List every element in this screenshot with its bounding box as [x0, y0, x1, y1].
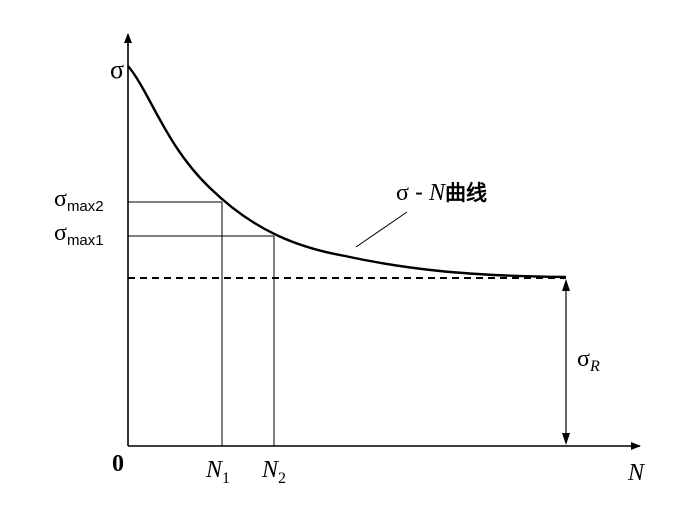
n1-symbol: N — [205, 457, 224, 483]
sn-curve — [127, 65, 567, 279]
y-axis-label: σ — [110, 55, 124, 84]
curve-label-suffix: 曲线 — [445, 181, 487, 205]
level-max2-symbol: σ — [54, 186, 67, 212]
x-axis-label: N — [627, 460, 646, 486]
level-max1-symbol: σ — [54, 220, 67, 246]
level-max1-subscript: max1 — [67, 232, 104, 249]
endurance-limit-subscript: R — [589, 358, 600, 375]
endurance-limit-symbol: σ — [577, 346, 590, 372]
level-max2-label: σmax2 — [54, 186, 104, 215]
origin-label: 0 — [112, 451, 124, 477]
n2-subscript: 2 — [278, 470, 286, 487]
level-max2-subscript: max2 — [67, 198, 104, 215]
curve-label: σ - N曲线 — [396, 179, 487, 206]
n1-label: N1 — [205, 457, 230, 487]
endurance-limit-label: σR — [577, 346, 600, 375]
curve-label-dash: - — [415, 179, 423, 206]
curve-label-leader — [355, 211, 408, 248]
n1-subscript: 1 — [222, 470, 230, 487]
level-max1-label: σmax1 — [54, 220, 104, 249]
curve-label-sigma: σ — [396, 180, 409, 206]
n2-label: N2 — [261, 457, 286, 487]
arrowhead-up — [562, 279, 570, 291]
arrowhead-down — [562, 433, 570, 445]
curve-label-n: N — [428, 180, 447, 206]
n2-symbol: N — [261, 457, 280, 483]
